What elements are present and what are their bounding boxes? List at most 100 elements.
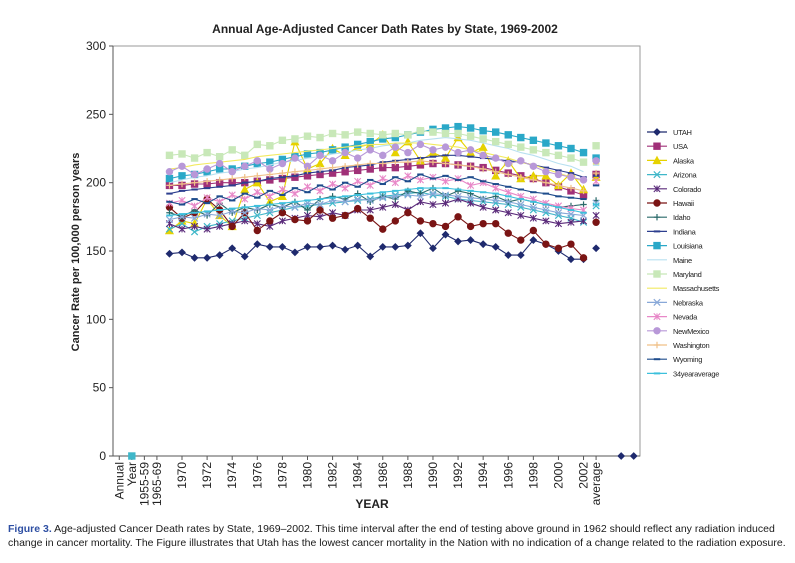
data-point-maryland <box>178 150 186 158</box>
data-point-maryland <box>328 129 337 138</box>
data-point-colorado <box>554 220 563 228</box>
x-tick-label: average <box>589 462 603 506</box>
data-point-utah <box>341 245 350 254</box>
legend-marker-idaho <box>653 214 661 221</box>
data-point-hawaii <box>228 222 236 231</box>
data-point-hawaii <box>542 240 550 248</box>
data-point-colorado <box>178 225 186 233</box>
data-point-maryland <box>278 136 287 145</box>
extra-point <box>629 452 638 460</box>
x-tick-label: 1978 <box>275 462 289 489</box>
data-point-nevada <box>354 177 362 185</box>
data-point-utah <box>328 241 337 250</box>
data-point-washington <box>517 174 524 181</box>
legend-label-arizona: Arizona <box>673 171 697 180</box>
data-point-newmexico <box>579 176 588 184</box>
x-tick-label: 1955-59 <box>137 462 151 506</box>
series-washington <box>166 157 600 195</box>
data-point-newmexico <box>379 151 387 160</box>
data-point-hawaii <box>404 209 412 217</box>
data-point-hawaii <box>253 226 261 235</box>
x-tick-label: 1982 <box>326 462 340 489</box>
data-point-colorado <box>253 220 261 228</box>
data-point-hawaii <box>504 229 512 237</box>
legend-label-colorado: Colorado <box>673 185 701 194</box>
data-point-maryland <box>416 127 425 135</box>
data-point-washington <box>505 171 512 178</box>
data-point-washington <box>580 187 587 195</box>
average-point-nevada <box>592 177 600 185</box>
data-point-maryland <box>241 151 249 160</box>
data-point-washington <box>542 179 550 186</box>
data-point-usa <box>391 163 400 172</box>
data-point-nebraska <box>554 209 563 217</box>
y-tick-label: 150 <box>86 244 106 258</box>
data-point-colorado <box>492 206 500 214</box>
data-point-nebraska <box>429 189 437 198</box>
data-point-maryland <box>291 135 299 143</box>
data-point-nebraska <box>517 200 525 209</box>
legend-label-louisiana: Louisiana <box>673 242 704 251</box>
data-point-utah <box>516 251 525 260</box>
data-point-nevada <box>379 174 387 183</box>
data-point-hawaii <box>379 225 387 233</box>
data-point-utah <box>203 253 212 262</box>
series-maine <box>169 137 600 184</box>
legend-marker-hawaii <box>653 199 661 207</box>
data-point-hawaii <box>353 204 362 213</box>
x-axis-label: YEAR <box>355 497 389 511</box>
data-point-washington <box>354 161 361 169</box>
x-tick-label: 1965-69 <box>150 462 164 506</box>
data-point-louisiana <box>504 131 512 139</box>
data-point-colorado <box>203 225 211 233</box>
data-point-utah <box>165 249 174 258</box>
data-point-washington <box>329 164 336 171</box>
data-point-washington <box>279 169 286 177</box>
data-point-hawaii <box>291 215 299 224</box>
data-point-hawaii <box>466 222 475 231</box>
data-point-alaska <box>240 184 250 194</box>
x-tick-label: 1988 <box>401 462 415 489</box>
data-point-maryland <box>529 146 538 154</box>
data-point-maryland <box>579 158 588 166</box>
data-point-utah <box>391 242 400 251</box>
data-point-utah <box>190 253 199 262</box>
data-point-newmexico <box>341 148 349 157</box>
data-point-washington <box>241 174 248 181</box>
extra-point <box>128 452 136 460</box>
caption-text: Age-adjusted Cancer Death rates by State… <box>8 523 786 549</box>
data-point-maryland <box>567 154 575 162</box>
data-point-newmexico <box>278 159 287 168</box>
data-point-utah <box>278 242 287 251</box>
data-point-nevada <box>253 188 261 196</box>
data-point-nebraska <box>379 194 387 202</box>
data-point-utah <box>429 244 437 253</box>
x-tick-label: 1974 <box>225 462 239 489</box>
data-point-nevada <box>190 202 199 210</box>
data-point-newmexico <box>203 165 211 173</box>
data-point-utah <box>416 229 425 238</box>
data-point-nebraska <box>216 211 224 220</box>
caption-label: Figure 3. <box>8 523 52 535</box>
data-point-washington <box>467 163 474 170</box>
x-tick-label: 1984 <box>351 462 365 489</box>
data-point-nebraska <box>529 203 537 211</box>
average-point-washington <box>592 169 600 177</box>
data-point-washington <box>341 163 349 170</box>
y-tick-label: 300 <box>86 39 106 53</box>
data-point-washington <box>417 157 424 164</box>
data-point-newmexico <box>215 159 224 168</box>
data-point-utah <box>366 252 375 261</box>
x-tick-label: 1970 <box>175 462 189 489</box>
average-point-utah <box>592 244 600 253</box>
data-point-utah <box>454 237 462 246</box>
data-point-maryland <box>165 151 174 160</box>
x-tick-label: 1980 <box>300 462 314 489</box>
data-point-alaska <box>277 191 287 201</box>
data-point-hawaii <box>366 214 374 222</box>
chart-area: Annual Age-Adjusted Cancer Dath Rates by… <box>70 22 720 511</box>
y-tick-label: 100 <box>86 312 106 326</box>
data-point-louisiana <box>454 122 462 131</box>
data-point-maryland <box>316 133 324 142</box>
x-tick-label: 2002 <box>577 462 591 489</box>
